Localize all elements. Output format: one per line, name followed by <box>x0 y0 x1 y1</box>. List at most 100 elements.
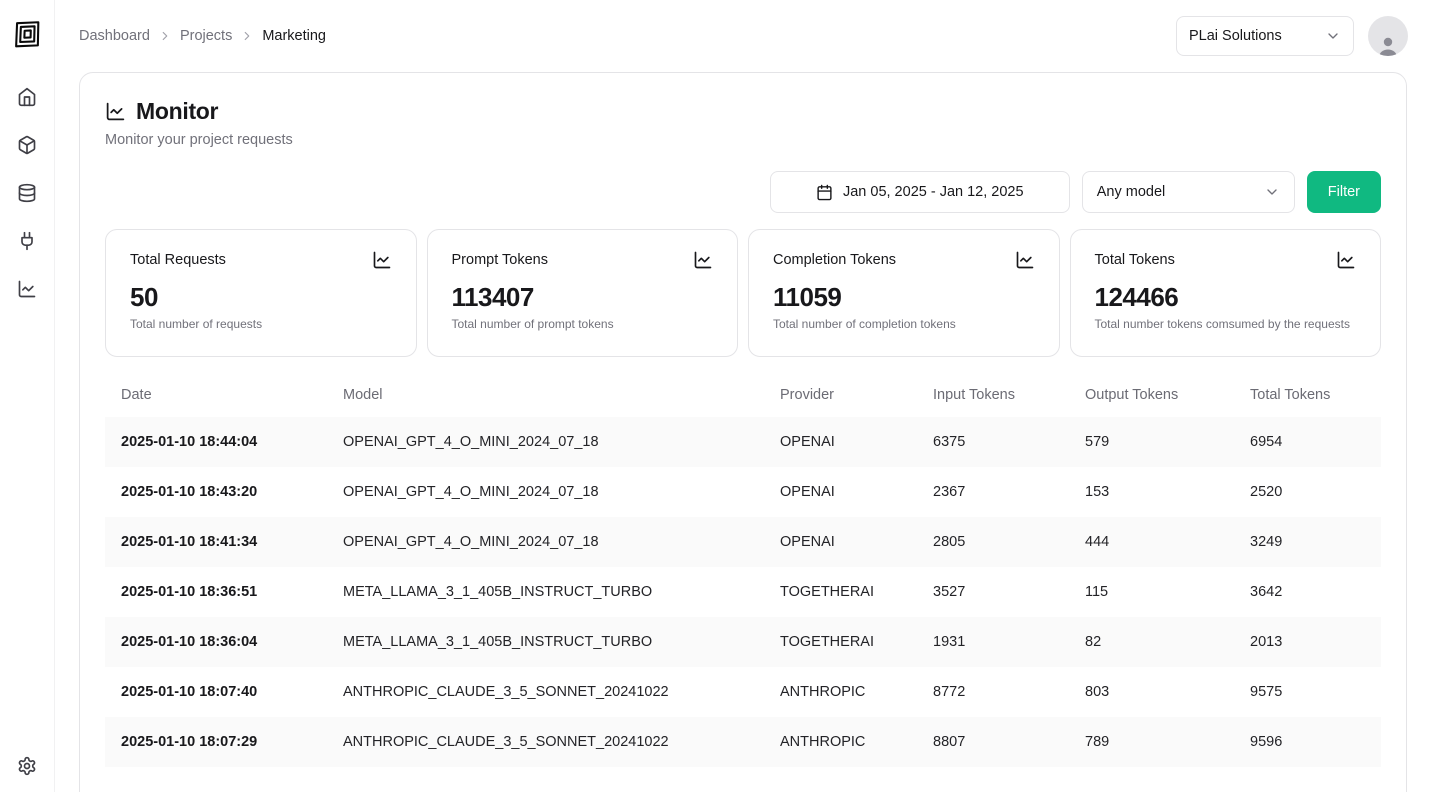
column-header-output-tokens: Output Tokens <box>1069 379 1234 417</box>
column-header-provider: Provider <box>764 379 917 417</box>
stat-card-completion-tokens: Completion Tokens 11059 Total number of … <box>748 229 1060 357</box>
cell-date: 2025-01-10 18:07:40 <box>105 667 327 717</box>
sidebar-item-settings[interactable] <box>17 756 37 776</box>
sidebar-item-monitor[interactable] <box>17 279 37 299</box>
stat-value: 11059 <box>773 283 1035 311</box>
chart-line-icon <box>17 279 37 299</box>
package-icon <box>17 135 37 155</box>
cell-total-tokens: 9575 <box>1234 667 1381 717</box>
topbar: Dashboard Projects Marketing PLai Soluti… <box>55 0 1441 72</box>
cell-model: OPENAI_GPT_4_O_MINI_2024_07_18 <box>327 417 764 467</box>
model-select[interactable]: Any model <box>1082 171 1295 213</box>
breadcrumb: Dashboard Projects Marketing <box>79 28 326 44</box>
cell-provider: OPENAI <box>764 517 917 567</box>
avatar[interactable] <box>1368 16 1408 56</box>
cell-date: 2025-01-10 18:36:51 <box>105 567 327 617</box>
cell-input-tokens: 8772 <box>917 667 1069 717</box>
chevron-down-icon <box>1264 184 1280 200</box>
cell-provider: ANTHROPIC <box>764 717 917 767</box>
calendar-icon <box>816 184 833 201</box>
chart-line-icon <box>1336 250 1356 270</box>
sidebar-nav <box>17 87 37 299</box>
filter-button[interactable]: Filter <box>1307 171 1381 213</box>
cell-model: ANTHROPIC_CLAUDE_3_5_SONNET_20241022 <box>327 717 764 767</box>
stat-label: Total Requests <box>130 252 226 268</box>
cell-output-tokens: 444 <box>1069 517 1234 567</box>
cell-input-tokens: 8807 <box>917 717 1069 767</box>
breadcrumb-dashboard[interactable]: Dashboard <box>79 28 150 44</box>
cell-output-tokens: 789 <box>1069 717 1234 767</box>
filter-row: Jan 05, 2025 - Jan 12, 2025 Any model Fi… <box>105 171 1381 213</box>
stat-description: Total number of requests <box>130 317 392 331</box>
page-subtitle: Monitor your project requests <box>105 131 1381 149</box>
chevron-right-icon <box>158 29 172 43</box>
cell-input-tokens: 3527 <box>917 567 1069 617</box>
cell-model: OPENAI_GPT_4_O_MINI_2024_07_18 <box>327 467 764 517</box>
column-header-model: Model <box>327 379 764 417</box>
cell-input-tokens: 6375 <box>917 417 1069 467</box>
cell-input-tokens: 2805 <box>917 517 1069 567</box>
page-title: Monitor <box>136 97 218 125</box>
requests-table: Date Model Provider Input Tokens Output … <box>105 379 1381 767</box>
cell-provider: TOGETHERAI <box>764 617 917 667</box>
main-area: Dashboard Projects Marketing PLai Soluti… <box>55 0 1441 792</box>
cell-output-tokens: 579 <box>1069 417 1234 467</box>
table-row: 2025-01-10 18:44:04 OPENAI_GPT_4_O_MINI_… <box>105 417 1381 467</box>
cell-output-tokens: 153 <box>1069 467 1234 517</box>
stat-label: Total Tokens <box>1095 252 1175 268</box>
table-row: 2025-01-10 18:07:40 ANTHROPIC_CLAUDE_3_5… <box>105 667 1381 717</box>
home-icon <box>17 87 37 107</box>
sidebar-item-projects[interactable] <box>17 135 37 155</box>
org-selector[interactable]: PLai Solutions <box>1176 16 1354 56</box>
cell-output-tokens: 82 <box>1069 617 1234 667</box>
org-selector-value: PLai Solutions <box>1189 28 1282 44</box>
chart-line-icon <box>1015 250 1035 270</box>
stat-card-total-tokens: Total Tokens 124466 Total number tokens … <box>1070 229 1382 357</box>
stat-description: Total number of completion tokens <box>773 317 1035 331</box>
table-row: 2025-01-10 18:36:04 META_LLAMA_3_1_405B_… <box>105 617 1381 667</box>
logo-icon <box>10 18 44 52</box>
cell-provider: TOGETHERAI <box>764 567 917 617</box>
cell-model: OPENAI_GPT_4_O_MINI_2024_07_18 <box>327 517 764 567</box>
chevron-right-icon <box>240 29 254 43</box>
chart-line-icon <box>372 250 392 270</box>
chart-line-icon <box>105 101 126 122</box>
stat-value: 50 <box>130 283 392 311</box>
cell-total-tokens: 2013 <box>1234 617 1381 667</box>
cell-date: 2025-01-10 18:36:04 <box>105 617 327 667</box>
cell-provider: ANTHROPIC <box>764 667 917 717</box>
chevron-down-icon <box>1325 28 1341 44</box>
date-range-picker[interactable]: Jan 05, 2025 - Jan 12, 2025 <box>770 171 1070 213</box>
sidebar-item-integrations[interactable] <box>17 231 37 251</box>
plug-icon <box>17 231 37 251</box>
stat-description: Total number of prompt tokens <box>452 317 714 331</box>
cell-model: META_LLAMA_3_1_405B_INSTRUCT_TURBO <box>327 617 764 667</box>
stat-value: 113407 <box>452 283 714 311</box>
breadcrumb-projects[interactable]: Projects <box>180 28 232 44</box>
sidebar-item-data[interactable] <box>17 183 37 203</box>
user-icon <box>1376 34 1400 56</box>
cell-input-tokens: 2367 <box>917 467 1069 517</box>
chart-line-icon <box>693 250 713 270</box>
stats-row: Total Requests 50 Total number of reques… <box>105 229 1381 357</box>
stat-description: Total number tokens comsumed by the requ… <box>1095 317 1357 331</box>
cell-total-tokens: 3642 <box>1234 567 1381 617</box>
table-row: 2025-01-10 18:41:34 OPENAI_GPT_4_O_MINI_… <box>105 517 1381 567</box>
table-header-row: Date Model Provider Input Tokens Output … <box>105 379 1381 417</box>
content: Monitor Monitor your project requests Ja… <box>55 72 1441 792</box>
stat-value: 124466 <box>1095 283 1357 311</box>
date-range-value: Jan 05, 2025 - Jan 12, 2025 <box>843 184 1024 200</box>
cell-output-tokens: 115 <box>1069 567 1234 617</box>
breadcrumb-current: Marketing <box>262 28 326 44</box>
sidebar-item-home[interactable] <box>17 87 37 107</box>
settings-icon <box>17 756 37 776</box>
cell-provider: OPENAI <box>764 467 917 517</box>
cell-provider: OPENAI <box>764 417 917 467</box>
column-header-total-tokens: Total Tokens <box>1234 379 1381 417</box>
cell-date: 2025-01-10 18:43:20 <box>105 467 327 517</box>
stat-card-total-requests: Total Requests 50 Total number of reques… <box>105 229 417 357</box>
app-logo[interactable] <box>10 18 44 55</box>
cell-total-tokens: 9596 <box>1234 717 1381 767</box>
table-row: 2025-01-10 18:07:29 ANTHROPIC_CLAUDE_3_5… <box>105 717 1381 767</box>
cell-total-tokens: 6954 <box>1234 417 1381 467</box>
